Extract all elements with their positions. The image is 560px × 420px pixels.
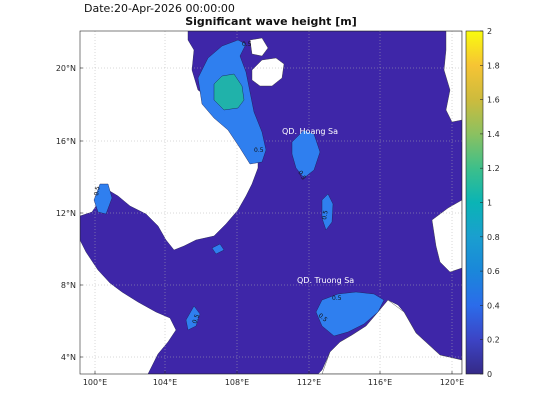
lon-tick-labels: 100°E 104°E 108°E 112°E 116°E 120°E	[83, 378, 464, 387]
lon-tick-label: 112°E	[297, 378, 321, 387]
colorbar-tick-label: 1.4	[487, 130, 500, 139]
tick-marks	[80, 67, 453, 374]
colorbar-tick-label: 0.2	[487, 336, 500, 345]
date-label: Date:20-Apr-2026 00:00:00	[84, 2, 235, 15]
place-label-truong-sa: QD. Truong Sa	[297, 276, 354, 285]
coastal-spot-zone	[211, 243, 225, 255]
contour-label: 0.5	[242, 41, 252, 48]
colorbar-tick-label: 1.6	[487, 96, 500, 105]
lon-tick-label: 120°E	[440, 378, 464, 387]
lon-tick-label: 104°E	[153, 378, 177, 387]
luzon-coast	[443, 31, 462, 123]
colorbar-tick-label: 1.2	[487, 164, 500, 173]
lat-tick-label: 12°N	[56, 209, 76, 218]
contour-label: 0.5	[317, 312, 329, 324]
borneo-coast	[321, 299, 462, 374]
colorbar-tick-label: 1	[487, 199, 492, 208]
lat-tick-label: 16°N	[56, 137, 76, 146]
map-axes-box	[79, 30, 463, 375]
hainan-island	[251, 57, 285, 87]
lat-tick-label: 4°N	[61, 353, 76, 362]
colorbar-tick-label: 0.8	[487, 233, 500, 242]
contour-label: 0.5	[93, 186, 102, 197]
lat-tick-label: 20°N	[56, 64, 76, 73]
contour-label: 0.5	[296, 170, 307, 182]
contour-label: 0.5	[321, 210, 330, 221]
truong-sa-zone	[315, 291, 385, 337]
colorbar-tick-label: 0.4	[487, 301, 500, 310]
colorbar-tick-label: 2	[487, 27, 492, 36]
contour-label: 0.5	[254, 147, 264, 154]
gulf-of-thailand-zone	[93, 183, 113, 215]
palawan-coast	[431, 199, 462, 273]
central-zone	[321, 193, 334, 231]
wave-zone-0-8	[213, 73, 245, 111]
map-area: 0.5 0.5 0.5 0.5 0.5 0.5 0.5 0.5 QD. Hoan…	[80, 31, 462, 374]
hoang-sa-zone	[291, 129, 321, 179]
colorbar: 0 0.2 0.4 0.6 0.8 1 1.2 1.4 1.6 1.8 2	[465, 27, 500, 379]
colorbar-ticks: 0 0.2 0.4 0.6 0.8 1 1.2 1.4 1.6 1.8 2	[480, 27, 500, 379]
colorbar-tick-label: 0.6	[487, 267, 500, 276]
contour-labels: 0.5 0.5 0.5 0.5 0.5 0.5 0.5 0.5	[93, 41, 342, 325]
contour-label: 0.5	[332, 295, 342, 302]
malay-zone	[185, 305, 201, 331]
lon-tick-label: 100°E	[83, 378, 107, 387]
chart-title: Significant wave height [m]	[185, 15, 357, 28]
colorbar-tick-label: 1.8	[487, 61, 500, 70]
leizhou-peninsula	[249, 37, 269, 57]
contour-label: 0.5	[191, 313, 201, 325]
lat-tick-label: 8°N	[61, 281, 76, 290]
place-label-hoang-sa: QD. Hoang Sa	[282, 127, 338, 136]
lon-tick-label: 108°E	[225, 378, 249, 387]
lon-tick-label: 116°E	[368, 378, 392, 387]
colorbar-tick-label: 0	[487, 370, 492, 379]
lat-tick-labels: 20°N 16°N 12°N 8°N 4°N	[56, 64, 76, 362]
